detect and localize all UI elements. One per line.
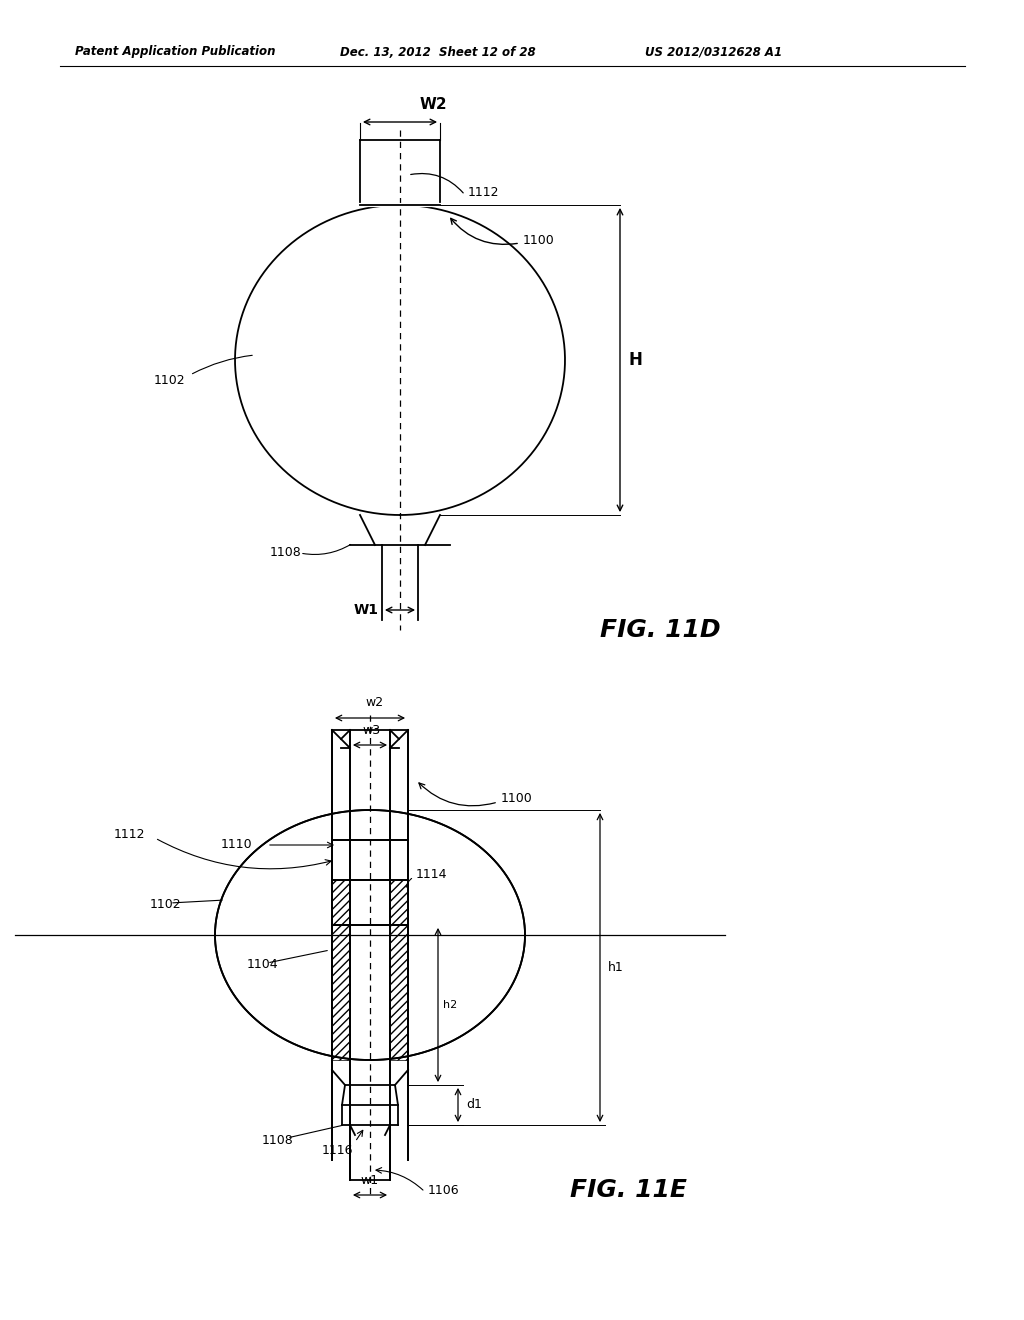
Text: FIG. 11D: FIG. 11D: [600, 618, 721, 642]
Text: US 2012/0312628 A1: US 2012/0312628 A1: [645, 45, 782, 58]
Text: W2: W2: [420, 96, 447, 112]
Text: H: H: [628, 351, 642, 370]
Text: 1106: 1106: [428, 1184, 460, 1196]
Text: h1: h1: [608, 961, 624, 974]
Text: h2: h2: [443, 1001, 458, 1010]
Text: 1110: 1110: [220, 838, 252, 851]
Text: 1116: 1116: [322, 1143, 352, 1156]
Text: d1: d1: [466, 1098, 482, 1111]
Bar: [332, 880, 350, 925]
Text: 1112: 1112: [468, 186, 500, 199]
Text: w2: w2: [366, 696, 384, 709]
Text: w1: w1: [360, 1173, 379, 1187]
Text: 1102: 1102: [150, 899, 181, 912]
Text: 1100: 1100: [501, 792, 532, 804]
Text: 1114: 1114: [416, 869, 447, 882]
Bar: [332, 925, 350, 1060]
Text: w3: w3: [362, 723, 381, 737]
Text: 1112: 1112: [114, 829, 145, 842]
Text: 1102: 1102: [154, 374, 185, 387]
Text: Patent Application Publication: Patent Application Publication: [75, 45, 275, 58]
Text: Dec. 13, 2012  Sheet 12 of 28: Dec. 13, 2012 Sheet 12 of 28: [340, 45, 536, 58]
Text: 1108: 1108: [270, 546, 302, 560]
Bar: [390, 925, 408, 1060]
Text: 1108: 1108: [262, 1134, 294, 1147]
Bar: [390, 880, 408, 925]
Text: 1100: 1100: [523, 234, 555, 247]
Text: W1: W1: [354, 603, 379, 616]
Text: 1104: 1104: [247, 958, 279, 972]
Text: FIG. 11E: FIG. 11E: [570, 1177, 687, 1203]
